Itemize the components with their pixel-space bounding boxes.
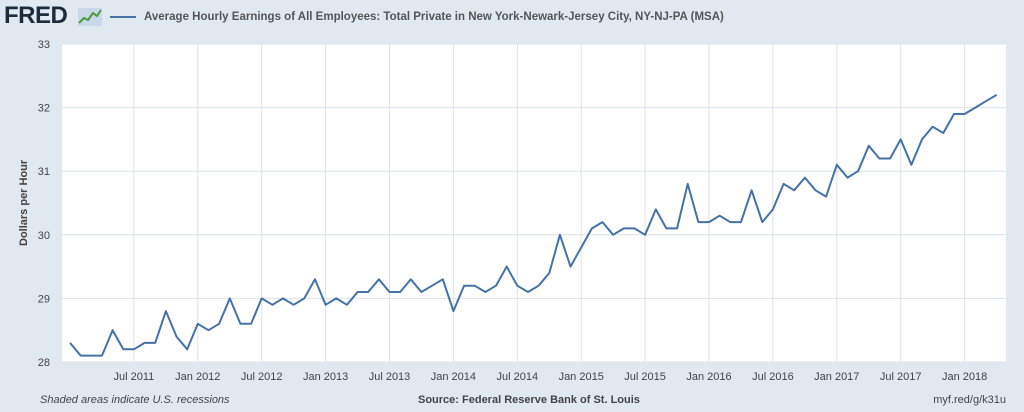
short-link[interactable]: myf.red/g/k31u: [933, 394, 1006, 406]
x-tick-label: Jan 2012: [175, 371, 220, 383]
series-layer: [69, 94, 998, 357]
y-tick-label: 31: [38, 166, 50, 178]
plot-area: [62, 44, 1006, 362]
legend-swatch: [110, 16, 136, 18]
x-tick-label: Jul 2012: [241, 371, 283, 383]
source-credit: Source: Federal Reserve Bank of St. Loui…: [418, 394, 640, 406]
x-tick-label: Jan 2014: [431, 371, 476, 383]
x-tick-label: Jul 2016: [752, 371, 794, 383]
x-tick-label: Jul 2011: [114, 371, 155, 383]
y-tick-label: 33: [38, 39, 50, 51]
fred-logo[interactable]: FRED: [4, 2, 68, 29]
x-tick-label: Jan 2016: [686, 371, 731, 383]
x-tick-label: Jul 2017: [880, 371, 922, 383]
x-tick-label: Jul 2015: [624, 371, 666, 383]
x-tick-label: Jan 2015: [559, 371, 604, 383]
legend-label: Average Hourly Earnings of All Employees…: [144, 11, 724, 23]
y-tick-label: 32: [38, 103, 50, 115]
y-tick-label: 28: [38, 357, 50, 369]
fred-graph-icon: [78, 8, 102, 26]
x-tick-label: Jul 2013: [369, 371, 411, 383]
series-line: [69, 94, 998, 357]
y-tick-label: 30: [38, 230, 50, 242]
x-tick-label: Jan 2013: [303, 371, 348, 383]
chart-header: FRED Average Hourly Earnings of All Empl…: [0, 0, 1024, 36]
chart-legend: Average Hourly Earnings of All Employees…: [110, 11, 724, 23]
y-tick-labels: 28 29 30 31 32 33: [38, 39, 50, 369]
x-tick-label: Jan 2018: [942, 371, 987, 383]
x-tick-label: Jan 2017: [814, 371, 859, 383]
x-tick-label: Jul 2014: [497, 371, 539, 383]
x-tick-labels: Jul 2011 Jan 2012 Jul 2012 Jan 2013 Jul 2013…: [114, 371, 988, 383]
y-tick-label: 29: [38, 293, 50, 305]
recession-note: Shaded areas indicate U.S. recessions: [40, 394, 230, 406]
line-chart: 28 29 30 31 32 33 Jul 2011 Jan 2012 Jul 2012 Jan…: [38, 39, 1006, 383]
